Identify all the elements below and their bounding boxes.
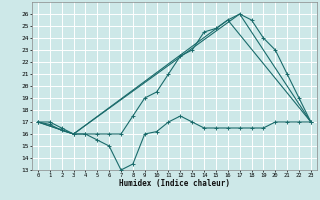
X-axis label: Humidex (Indice chaleur): Humidex (Indice chaleur) xyxy=(119,179,230,188)
